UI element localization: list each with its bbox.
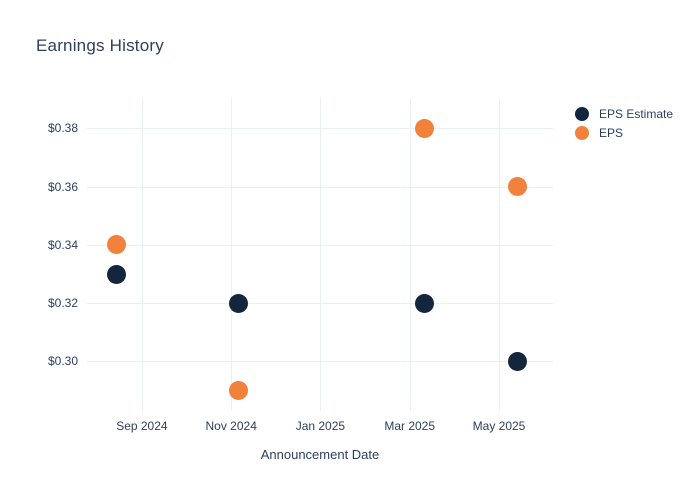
x-gridline [409,99,411,411]
y-tick-label: $0.30 [47,354,78,369]
eps-estimate-marker-icon [575,107,589,121]
x-tick-label: Jan 2025 [295,419,346,433]
legend-item-eps[interactable]: EPS [575,126,673,140]
x-gridline [141,99,143,411]
y-tick-label: $0.32 [47,296,78,311]
x-gridline [320,99,322,411]
x-tick-label: Sep 2024 [116,419,168,433]
x-gridline [231,99,233,411]
legend: EPS Estimate EPS [575,107,673,140]
y-gridline [87,361,553,363]
y-tick-label: $0.34 [47,237,78,252]
legend-label-eps-estimate: EPS Estimate [599,107,674,121]
x-tick-label: May 2025 [472,419,526,433]
y-gridline [87,244,553,246]
data-point-eps[interactable] [508,177,528,196]
y-gridline [87,186,553,188]
plot-area [87,99,553,411]
data-point-eps-estimate[interactable] [106,264,126,284]
data-point-eps[interactable] [106,235,126,255]
y-gridline [87,128,553,130]
data-point-eps[interactable] [228,381,248,401]
legend-label-eps: EPS [599,126,624,140]
y-tick-label: $0.38 [47,121,78,136]
x-axis-title: Announcement Date [260,447,380,462]
data-point-eps-estimate[interactable] [415,293,435,313]
x-tick-label: Nov 2024 [205,419,257,433]
eps-marker-icon [575,126,589,140]
y-tick-label: $0.36 [47,179,78,194]
x-tick-label: Mar 2025 [384,419,436,433]
data-point-eps-estimate[interactable] [228,293,248,313]
data-point-eps[interactable] [415,118,435,138]
x-gridline [499,99,500,411]
y-gridline [87,303,553,305]
chart-title: Earnings History [36,36,164,55]
data-point-eps-estimate[interactable] [508,351,528,371]
legend-item-eps-estimate[interactable]: EPS Estimate [575,107,673,121]
